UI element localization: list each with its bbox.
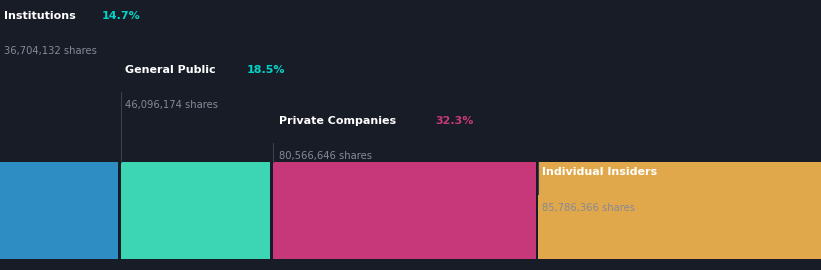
Text: Individual Insiders: Individual Insiders: [542, 167, 661, 177]
Bar: [121, 162, 270, 259]
Text: 46,096,174 shares: 46,096,174 shares: [125, 100, 218, 110]
Text: 34.4%: 34.4%: [695, 167, 734, 177]
Bar: [539, 162, 821, 259]
Text: 80,566,646 shares: 80,566,646 shares: [279, 151, 372, 161]
Text: Institutions: Institutions: [4, 11, 80, 21]
Text: 32.3%: 32.3%: [435, 116, 474, 126]
Text: 36,704,132 shares: 36,704,132 shares: [4, 46, 97, 56]
Text: 14.7%: 14.7%: [102, 11, 140, 21]
Bar: [0, 162, 118, 259]
Text: 85,786,366 shares: 85,786,366 shares: [542, 202, 635, 212]
Text: Private Companies: Private Companies: [279, 116, 400, 126]
Text: General Public: General Public: [125, 65, 219, 75]
Bar: [273, 162, 536, 259]
Text: 18.5%: 18.5%: [247, 65, 285, 75]
